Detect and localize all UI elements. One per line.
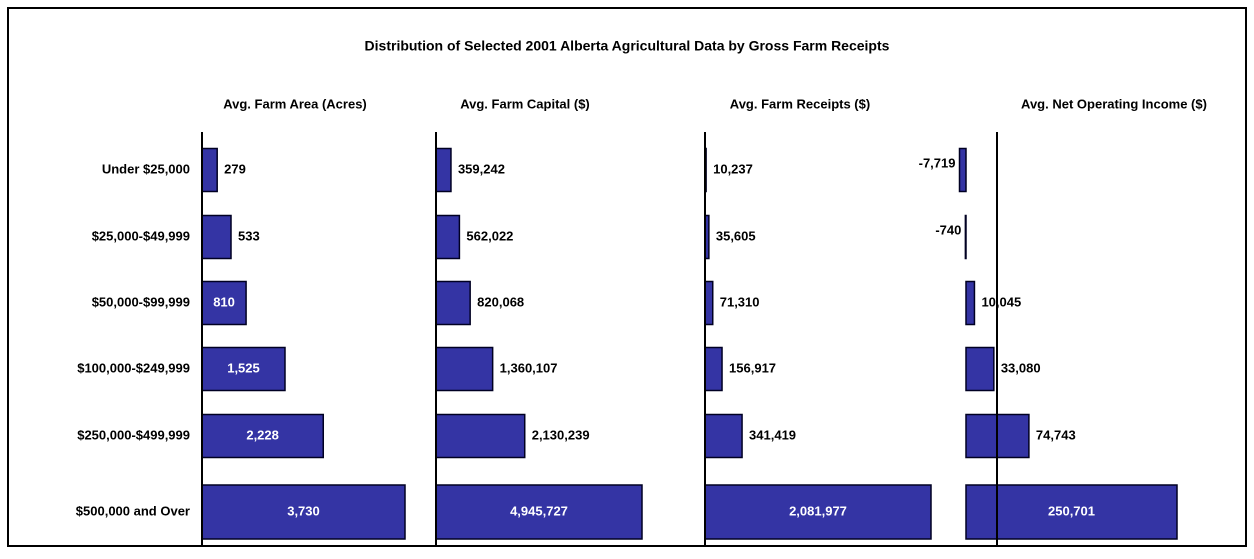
- bar: [435, 280, 471, 326]
- category-label: $25,000-$49,999: [92, 228, 190, 243]
- value-label: 279: [224, 161, 246, 176]
- bar: [201, 346, 286, 392]
- bar: [201, 484, 406, 540]
- value-label: 33,080: [1001, 360, 1041, 375]
- bar: [965, 346, 995, 392]
- value-label: -740: [935, 222, 961, 237]
- value-label: 3,730: [287, 503, 320, 518]
- value-label: 562,022: [466, 228, 513, 243]
- frame: [7, 7, 1247, 547]
- panel-title: Avg. Farm Capital ($): [460, 96, 590, 111]
- bar: [201, 214, 232, 260]
- value-label: 74,743: [1036, 427, 1076, 442]
- value-label: 1,525: [227, 360, 260, 375]
- value-label: 810: [213, 294, 235, 309]
- chart-title: Distribution of Selected 2001 Alberta Ag…: [365, 38, 890, 54]
- value-label: 2,081,977: [789, 503, 847, 518]
- bar: [965, 484, 1178, 540]
- value-label: 4,945,727: [510, 503, 568, 518]
- value-label: -7,719: [919, 155, 956, 170]
- value-label: 250,701: [1048, 503, 1095, 518]
- bar: [704, 280, 714, 326]
- bar: [201, 147, 218, 193]
- bar: [435, 214, 461, 260]
- value-label: 1,360,107: [500, 360, 558, 375]
- panel-title: Avg. Farm Receipts ($): [730, 96, 870, 111]
- bar: [435, 413, 526, 459]
- value-label: 71,310: [720, 294, 760, 309]
- bar: [435, 147, 452, 193]
- category-label: $250,000-$499,999: [77, 427, 190, 442]
- category-label: Under $25,000: [102, 161, 190, 176]
- bar: [958, 147, 967, 193]
- bar: [201, 413, 325, 459]
- bar: [435, 346, 494, 392]
- value-label: 533: [238, 228, 260, 243]
- value-label: 10,237: [713, 161, 753, 176]
- category-label: $50,000-$99,999: [92, 294, 190, 309]
- value-label: 35,605: [716, 228, 756, 243]
- value-label: 2,130,239: [532, 427, 590, 442]
- value-label: 2,228: [246, 427, 279, 442]
- bar: [964, 214, 967, 260]
- bar: [965, 280, 976, 326]
- value-label: 820,068: [477, 294, 524, 309]
- category-label: $100,000-$249,999: [77, 360, 190, 375]
- value-label: 359,242: [458, 161, 505, 176]
- value-label: 341,419: [749, 427, 796, 442]
- value-label: 10,045: [981, 294, 1021, 309]
- panel-title: Avg. Net Operating Income ($): [1021, 96, 1207, 111]
- bar: [704, 346, 723, 392]
- bar: [704, 413, 743, 459]
- category-label: $500,000 and Over: [76, 503, 190, 518]
- panel-title: Avg. Farm Area (Acres): [223, 96, 367, 111]
- value-label: 156,917: [729, 360, 776, 375]
